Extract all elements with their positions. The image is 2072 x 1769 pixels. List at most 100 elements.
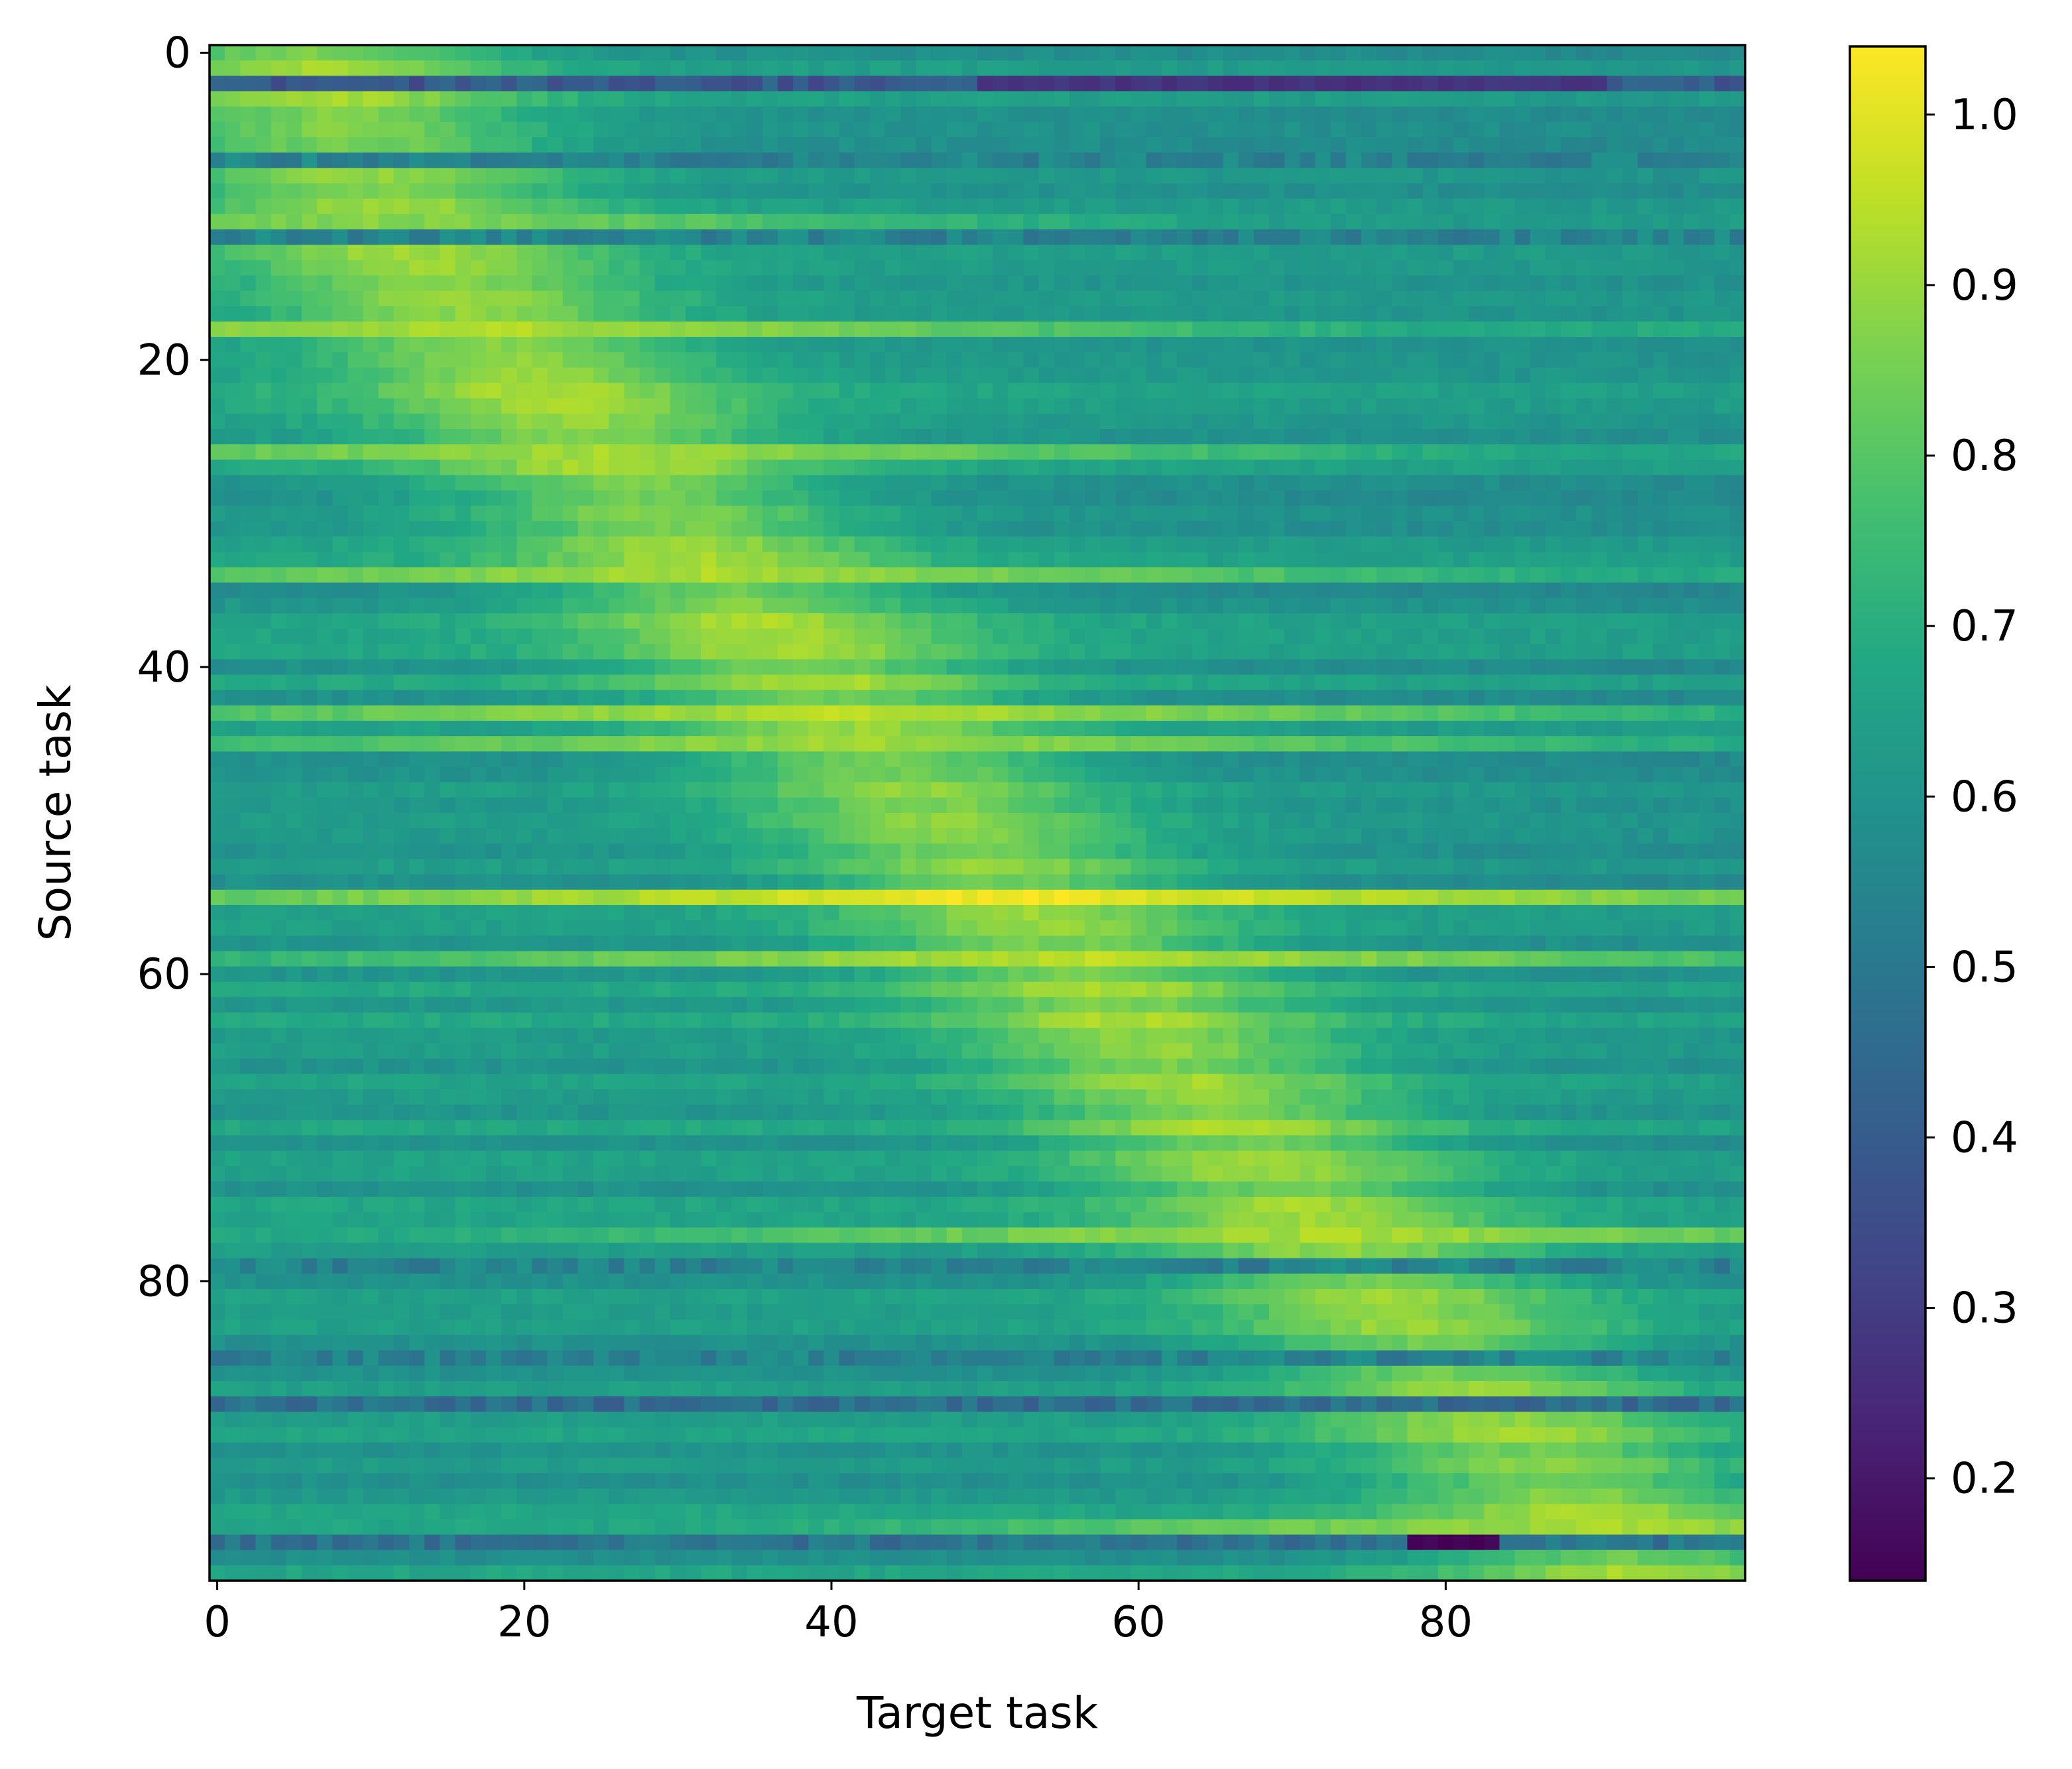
heatmap-cell bbox=[1407, 797, 1424, 814]
heatmap-cell bbox=[670, 475, 686, 491]
heatmap-cell bbox=[1161, 674, 1178, 691]
heatmap-cell bbox=[1622, 490, 1638, 507]
heatmap-cell bbox=[961, 337, 978, 353]
heatmap-cell bbox=[931, 782, 947, 798]
heatmap-cell bbox=[1100, 721, 1117, 737]
heatmap-cell bbox=[793, 629, 809, 644]
heatmap-cell bbox=[332, 198, 349, 215]
heatmap-cell bbox=[424, 337, 440, 353]
heatmap-cell bbox=[1699, 505, 1715, 522]
heatmap-cell bbox=[777, 398, 794, 414]
heatmap-cell bbox=[225, 275, 241, 292]
heatmap-cell bbox=[777, 137, 794, 153]
heatmap-cell bbox=[363, 306, 379, 322]
heatmap-cell bbox=[961, 536, 978, 552]
heatmap-cell bbox=[547, 367, 564, 384]
heatmap-cell bbox=[317, 290, 333, 307]
heatmap-cell bbox=[808, 751, 824, 768]
heatmap-cell bbox=[225, 490, 241, 507]
heatmap-cell bbox=[1146, 168, 1162, 184]
heatmap-cell bbox=[1054, 797, 1070, 814]
heatmap-cell bbox=[470, 766, 487, 783]
heatmap-cell bbox=[1330, 213, 1347, 230]
heatmap-cell bbox=[731, 505, 748, 522]
heatmap-cell bbox=[1284, 229, 1300, 245]
heatmap-cell bbox=[593, 60, 609, 76]
heatmap-cell bbox=[501, 582, 517, 599]
heatmap-cell bbox=[1499, 674, 1516, 691]
heatmap-cell bbox=[1453, 229, 1469, 245]
heatmap-cell bbox=[777, 91, 794, 107]
heatmap-cell bbox=[1514, 76, 1531, 92]
heatmap-cell bbox=[1668, 152, 1684, 168]
heatmap-cell bbox=[1361, 659, 1377, 676]
heatmap-cell bbox=[470, 721, 487, 737]
heatmap-cell bbox=[1561, 429, 1577, 445]
heatmap-cell bbox=[1300, 629, 1316, 644]
heatmap-cell bbox=[1561, 536, 1577, 552]
heatmap-cell bbox=[1545, 766, 1561, 783]
heatmap-cell bbox=[1545, 613, 1561, 629]
heatmap-cell bbox=[1115, 552, 1132, 568]
heatmap-cell bbox=[993, 321, 1008, 337]
heatmap-cell bbox=[271, 659, 287, 676]
heatmap-cell bbox=[301, 690, 318, 706]
heatmap-cell bbox=[716, 505, 733, 522]
heatmap-cell bbox=[271, 490, 287, 507]
heatmap-cell bbox=[1545, 705, 1561, 721]
heatmap-cell bbox=[347, 459, 364, 476]
heatmap-cell bbox=[1514, 736, 1531, 752]
heatmap-cell bbox=[993, 91, 1008, 107]
heatmap-cell bbox=[225, 613, 241, 629]
heatmap-cell bbox=[255, 413, 272, 430]
heatmap-cell bbox=[793, 352, 809, 368]
heatmap-cell bbox=[1177, 290, 1193, 307]
heatmap-cell bbox=[1361, 644, 1377, 660]
heatmap-cell bbox=[731, 721, 748, 737]
heatmap-cell bbox=[332, 766, 349, 783]
heatmap-cell bbox=[961, 121, 978, 138]
heatmap-cell bbox=[839, 782, 855, 798]
heatmap-cell bbox=[823, 721, 840, 737]
heatmap-cell bbox=[701, 306, 717, 322]
heatmap-cell bbox=[1437, 490, 1454, 507]
heatmap-cell bbox=[532, 613, 548, 629]
heatmap-cell bbox=[1484, 275, 1500, 292]
heatmap-cell bbox=[1530, 290, 1546, 307]
heatmap-cell bbox=[916, 137, 932, 153]
heatmap-cell bbox=[1284, 766, 1300, 783]
heatmap-cell bbox=[485, 229, 502, 245]
heatmap-cell bbox=[808, 475, 824, 491]
heatmap-cell bbox=[547, 321, 564, 337]
heatmap-cell bbox=[1683, 705, 1700, 721]
heatmap-cell bbox=[1668, 659, 1684, 676]
heatmap-cell bbox=[378, 690, 395, 706]
heatmap-cell bbox=[1100, 106, 1117, 123]
heatmap-cell bbox=[731, 398, 748, 414]
heatmap-cell bbox=[731, 213, 748, 230]
heatmap-cell bbox=[517, 659, 532, 676]
heatmap-cell bbox=[1284, 690, 1300, 706]
heatmap-cell bbox=[1300, 567, 1316, 583]
heatmap-cell bbox=[1622, 536, 1638, 552]
heatmap-cell bbox=[210, 306, 225, 322]
heatmap-cell bbox=[670, 398, 686, 414]
heatmap-cell bbox=[1008, 106, 1024, 123]
heatmap-cell bbox=[517, 198, 532, 215]
heatmap-cell bbox=[1545, 444, 1561, 460]
heatmap-cell bbox=[1699, 459, 1715, 476]
heatmap-cell bbox=[1085, 275, 1101, 292]
heatmap-cell bbox=[1146, 629, 1162, 644]
heatmap-cell bbox=[470, 306, 487, 322]
heatmap-cell bbox=[961, 383, 978, 399]
heatmap-cell bbox=[1530, 213, 1546, 230]
heatmap-cell bbox=[1437, 475, 1454, 491]
heatmap-cell bbox=[1668, 597, 1684, 614]
heatmap-cell bbox=[1576, 60, 1592, 76]
heatmap-cell bbox=[1238, 91, 1254, 107]
heatmap-cell bbox=[1038, 659, 1055, 676]
heatmap-cell bbox=[1591, 137, 1608, 153]
heatmap-cell bbox=[701, 321, 717, 337]
heatmap-cell bbox=[1499, 398, 1516, 414]
heatmap-cell bbox=[747, 766, 763, 783]
